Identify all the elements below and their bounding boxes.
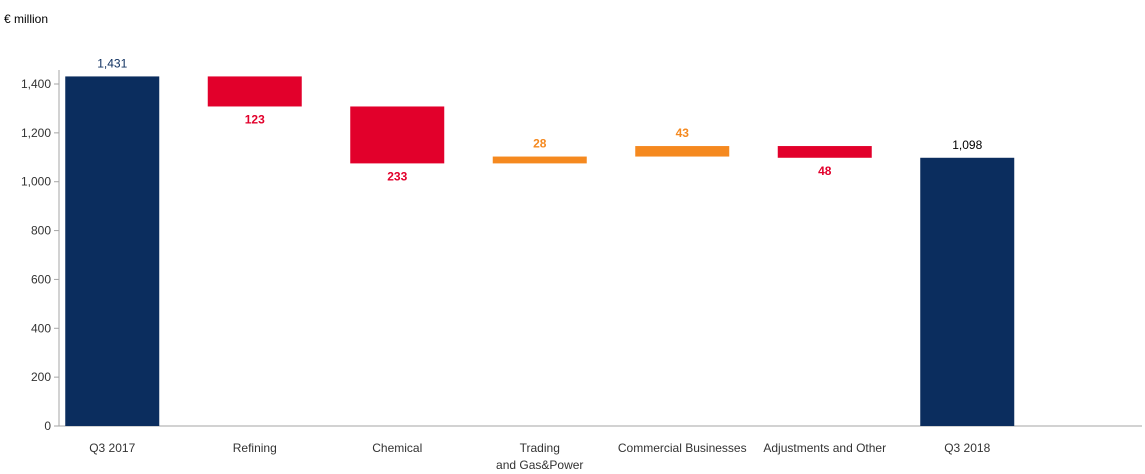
bar-total bbox=[65, 76, 160, 427]
y-tick-label: 200 bbox=[31, 370, 51, 384]
y-tick-label: 800 bbox=[31, 224, 51, 238]
y-tick-label: 600 bbox=[31, 272, 51, 286]
data-label: 1,431 bbox=[97, 56, 127, 70]
x-tick-label: Trading and Gas&Power bbox=[496, 441, 583, 472]
bar-delta bbox=[635, 146, 730, 157]
bar-delta bbox=[350, 106, 445, 164]
x-tick-label: Q3 2018 bbox=[944, 441, 990, 455]
data-label: 43 bbox=[676, 126, 690, 140]
data-label: 123 bbox=[245, 112, 265, 126]
data-label: 233 bbox=[387, 169, 407, 183]
data-label: 28 bbox=[533, 137, 547, 151]
y-tick-label: 1,000 bbox=[21, 175, 51, 189]
bar-delta bbox=[207, 76, 302, 107]
y-tick-label: 400 bbox=[31, 321, 51, 335]
y-tick-label: 0 bbox=[44, 419, 51, 433]
data-label: 1,098 bbox=[952, 138, 982, 152]
x-tick-label: Adjustments and Other bbox=[763, 441, 886, 455]
bar-delta bbox=[492, 156, 587, 164]
bar-total bbox=[920, 157, 1015, 426]
y-tick-label: 1,200 bbox=[21, 126, 51, 140]
unit-label: € million bbox=[4, 12, 49, 26]
x-tick-label: Commercial Businesses bbox=[618, 441, 747, 455]
x-tick-label: Q3 2017 bbox=[89, 441, 135, 455]
x-tick-label: Chemical bbox=[372, 441, 422, 455]
y-tick-label: 1,400 bbox=[21, 77, 51, 91]
x-tick-label: Refining bbox=[233, 441, 277, 455]
data-label: 48 bbox=[818, 164, 832, 178]
bar-delta bbox=[777, 146, 872, 158]
